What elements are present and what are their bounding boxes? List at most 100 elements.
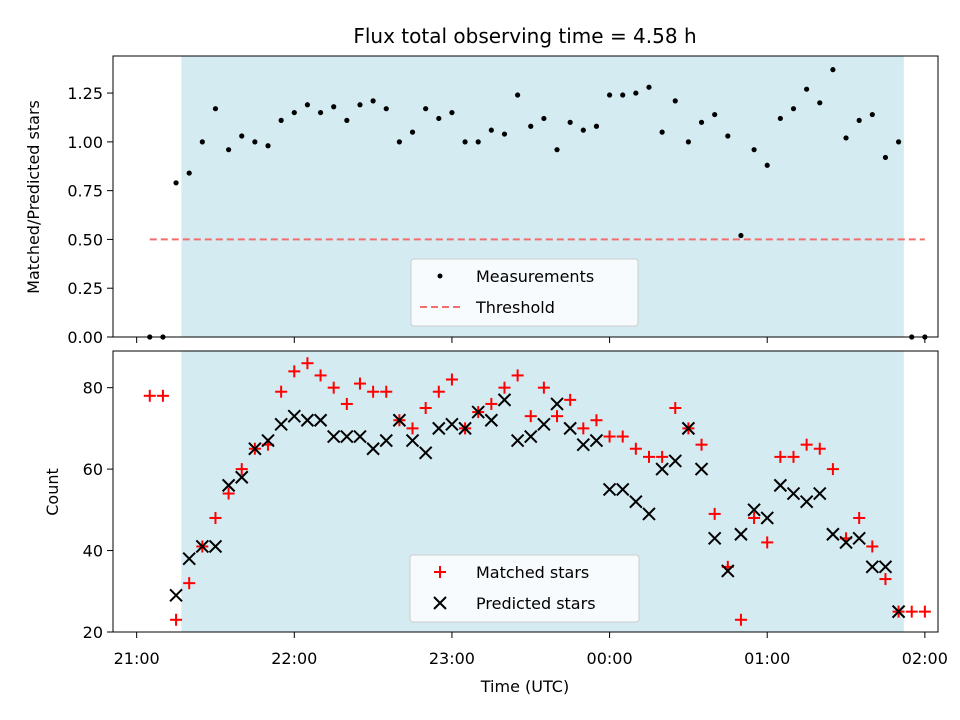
matched-star-point	[209, 511, 222, 524]
predicted-star-point	[550, 397, 564, 411]
top-legend: Measurements Threshold	[410, 258, 639, 327]
measurement-point	[685, 139, 691, 145]
bottom-x-tick-label: 23:00	[429, 649, 475, 668]
measurement-point	[344, 117, 350, 123]
measurement-point	[239, 133, 245, 139]
matched-star-point	[774, 450, 787, 463]
measurement-point	[541, 115, 547, 122]
measurement-point	[869, 111, 875, 118]
predicted-star-point	[208, 539, 223, 554]
matched-star-point	[603, 430, 616, 443]
top-y-axis-label: Matched/Predicted stars	[24, 100, 43, 294]
measurement-point	[488, 127, 494, 133]
top-y-tick-label: 0.00	[67, 328, 103, 347]
matched-star-point	[498, 381, 511, 394]
measurement-point	[804, 86, 810, 92]
matched-star-point	[616, 430, 629, 443]
matched-star-point	[590, 414, 603, 427]
predicted-star-point	[432, 421, 446, 436]
predicted-star-point	[813, 486, 827, 501]
predicted-star-point	[458, 421, 472, 436]
matched-star-point	[445, 373, 458, 386]
measurement-point	[646, 84, 652, 90]
predicted-star-point	[366, 442, 380, 456]
legend-predicted-label: Predicted stars	[476, 594, 596, 613]
matched-star-point	[551, 410, 564, 423]
matched-star-point	[432, 385, 445, 398]
top-x-axis	[136, 337, 926, 343]
measurement-point	[790, 106, 797, 112]
top-y-tick-label: 0.50	[67, 230, 103, 249]
top-plot-frame	[112, 55, 939, 338]
predicted-star-point	[799, 494, 814, 509]
matched-star-point	[734, 613, 747, 626]
predicted-star-point	[274, 417, 288, 432]
predicted-star-point	[261, 433, 275, 448]
top-y-axis: 0.00 0.25 0.50 0.75 1.00 1.25	[67, 84, 113, 347]
bottom-y-axis-label: Count	[43, 468, 62, 516]
measurement-point	[173, 180, 179, 186]
predicted-star-point	[786, 486, 801, 501]
predicted-star-point	[235, 470, 249, 484]
measurement-point	[659, 129, 665, 135]
measurements-series	[147, 67, 928, 340]
measurement-point	[738, 232, 744, 239]
bottom-legend: Matched stars Predicted stars	[409, 554, 640, 623]
measurement-point	[895, 139, 902, 145]
bottom-x-axis-label: Time (UTC)	[480, 677, 569, 696]
measurement-point	[304, 102, 311, 108]
measurement-point	[620, 92, 626, 98]
predicted-star-point	[484, 413, 499, 427]
legend-predicted-marker	[433, 596, 447, 610]
measurement-point	[449, 109, 455, 116]
measurement-point	[817, 100, 823, 106]
measurement-point	[528, 123, 534, 129]
predicted-star-point	[537, 417, 551, 432]
measurement-point	[226, 147, 232, 153]
bottom-y-tick-label: 80	[83, 379, 103, 398]
predicted-star-point	[878, 560, 893, 574]
matched-star-point	[748, 511, 761, 524]
predicted-star-point	[287, 409, 301, 423]
legend-measurements-marker	[437, 273, 443, 279]
measurement-point	[554, 147, 560, 153]
predicted-star-point	[891, 604, 906, 619]
measurement-point	[186, 170, 192, 176]
legend-measurements-label: Measurements	[476, 267, 594, 286]
measurement-point	[698, 119, 705, 125]
predicted-star-point	[655, 462, 669, 476]
top-legend-box	[410, 258, 639, 327]
measurement-point	[423, 106, 429, 112]
matched-star-point	[524, 410, 537, 423]
measurement-point	[383, 106, 389, 112]
bottom-y-tick-label: 20	[83, 623, 103, 642]
measurement-point	[501, 131, 508, 137]
predicted-star-point	[707, 531, 722, 546]
matched-star-point	[288, 365, 301, 378]
predicted-star-point	[734, 527, 748, 541]
measurement-point	[317, 109, 324, 116]
predicted-star-point	[471, 405, 485, 419]
matched-star-point	[314, 369, 327, 382]
bottom-y-tick-label: 60	[83, 460, 103, 479]
predicted-star-point	[826, 527, 840, 541]
matched-star-point	[406, 422, 419, 435]
measurement-point	[515, 92, 521, 98]
matched-star-point	[879, 573, 892, 586]
predicted-star-point	[694, 462, 709, 476]
predicted-star-point	[576, 437, 591, 452]
matched-star-point	[340, 397, 353, 410]
matched-star-point	[301, 357, 314, 370]
predicted-stars-series	[169, 393, 906, 619]
measurement-point	[331, 104, 337, 110]
matched-star-point	[222, 487, 235, 500]
matched-star-point	[656, 450, 669, 463]
bottom-x-tick-label: 02:00	[902, 649, 948, 668]
predicted-star-point	[313, 413, 328, 427]
chart-title: Flux total observing time = 4.58 h	[353, 24, 696, 48]
measurement-point	[580, 127, 586, 133]
matched-star-point	[156, 389, 169, 402]
matched-star-point	[577, 422, 590, 435]
predicted-star-point	[221, 478, 236, 493]
